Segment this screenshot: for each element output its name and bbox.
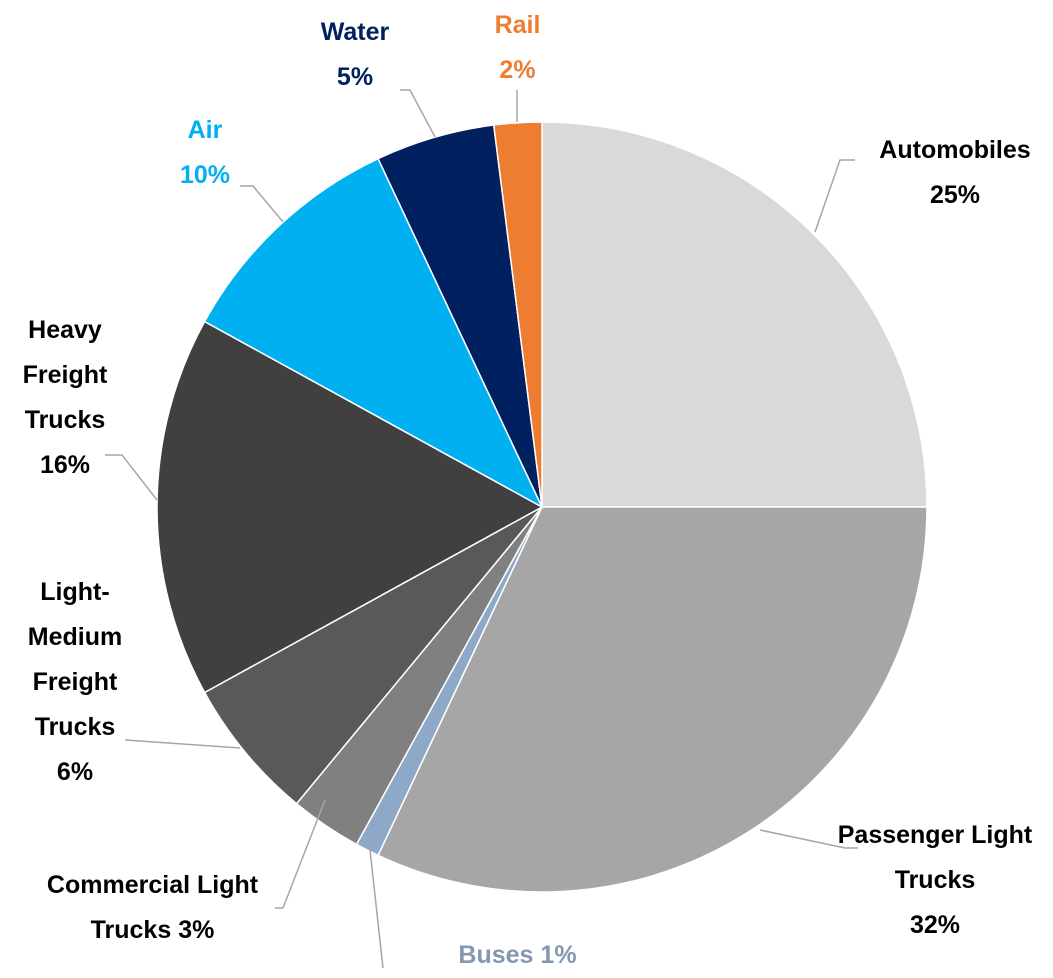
category-name: Water <box>320 18 390 46</box>
pie-slice <box>377 506 928 893</box>
data-label: Buses 1% <box>430 933 605 978</box>
data-label: Rail 2% <box>475 3 560 93</box>
percent-label: 32% <box>909 911 961 939</box>
pie-slice <box>492 121 543 508</box>
pie-slice <box>203 506 543 805</box>
percent-label: 5% <box>336 63 374 91</box>
category-name: Automobiles <box>879 136 1031 164</box>
leader-line <box>105 454 158 501</box>
leader-line <box>400 89 436 138</box>
leader-line <box>369 849 384 969</box>
leader-line <box>814 159 855 233</box>
percent-label: 2% <box>499 56 536 84</box>
category-name: Air <box>187 116 223 144</box>
category-name: Commercial Light Trucks <box>46 871 259 944</box>
percent-label: 3% <box>178 916 215 944</box>
category-name: Light-Medium Freight Trucks <box>27 578 123 741</box>
category-name: Rail <box>494 11 541 39</box>
data-label: Light-Medium Freight Trucks 6% <box>15 570 135 795</box>
leader-line <box>124 739 241 749</box>
percent-label: 1% <box>540 941 577 969</box>
data-label: Commercial Light Trucks 3% <box>10 863 295 953</box>
leader-line <box>759 829 858 849</box>
data-label: Automobiles 25% <box>850 128 1053 218</box>
leader-line <box>275 799 326 909</box>
category-name: Buses <box>458 941 534 969</box>
pie-slice <box>541 121 928 508</box>
category-name: Heavy Freight Trucks <box>22 316 108 434</box>
leader-line <box>240 185 284 223</box>
percent-label: 6% <box>56 758 94 786</box>
data-label: Air 10% <box>160 108 250 198</box>
percent-label: 10% <box>179 161 231 189</box>
pie-slice <box>203 157 544 509</box>
data-label: Water 5% <box>300 10 410 100</box>
data-label: Passenger Light Trucks 32% <box>835 813 1035 948</box>
pie-slice <box>156 320 544 694</box>
percent-label: 16% <box>39 451 91 479</box>
percent-label: 25% <box>929 181 981 209</box>
category-name: Passenger Light Trucks <box>837 821 1033 894</box>
data-label: Heavy Freight Trucks 16% <box>5 308 125 488</box>
